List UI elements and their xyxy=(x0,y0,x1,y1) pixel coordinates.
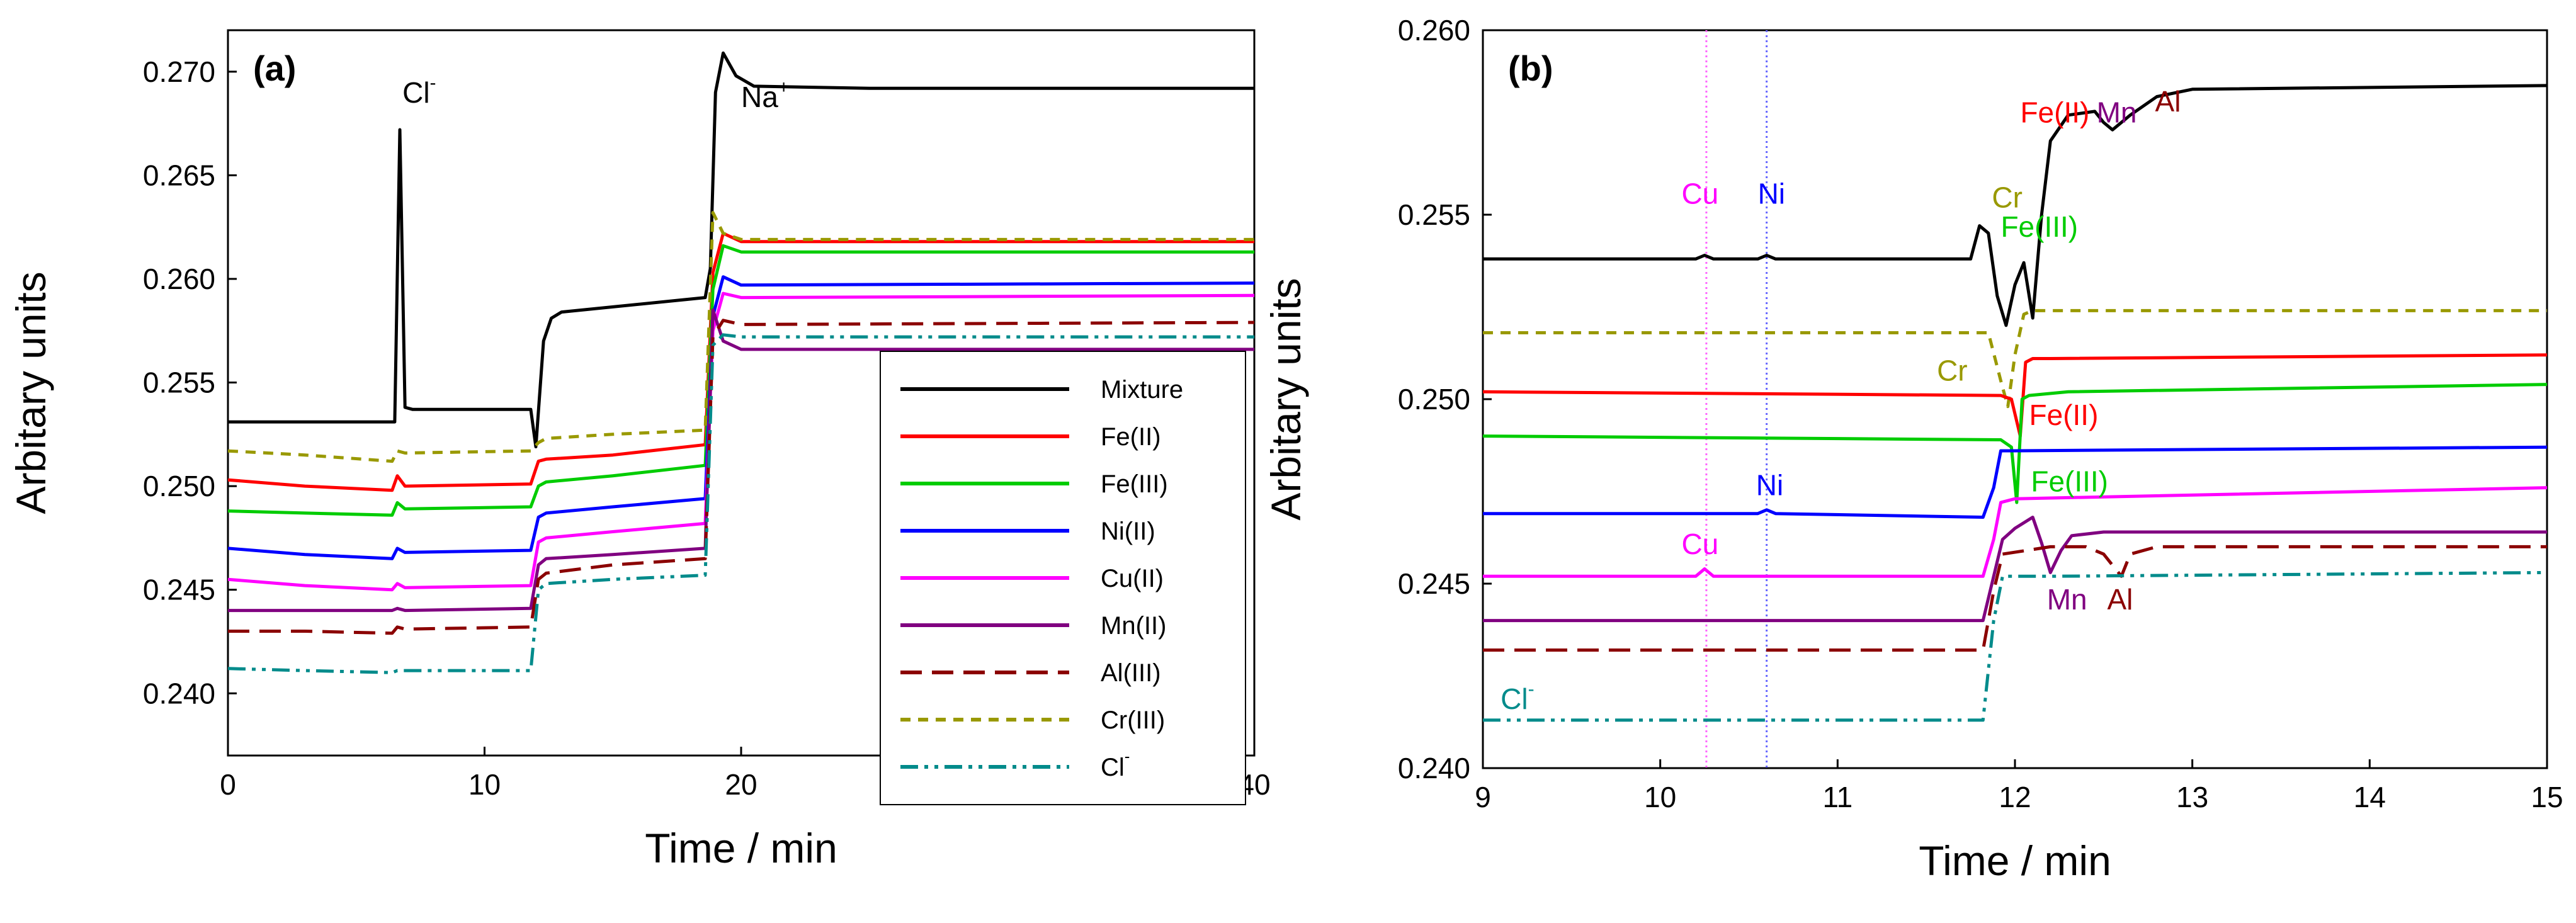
x-tick-label: 15 xyxy=(2531,781,2563,813)
legend-label: Mn(II) xyxy=(1101,612,1166,640)
panel-a: 0102030400.2400.2450.2500.2550.2600.2650… xyxy=(8,29,1271,871)
annotation-label: Cl- xyxy=(1501,679,1534,715)
series-line-al-iii- xyxy=(228,319,1254,635)
annotation-label: Cl- xyxy=(402,72,436,109)
series-line-mixture xyxy=(228,51,1254,449)
x-axis-label: Time / min xyxy=(645,825,837,871)
panel-label: (b) xyxy=(1508,48,1553,88)
x-tick-label: 0 xyxy=(220,768,236,801)
legend-label: Mixture xyxy=(1101,376,1183,404)
series-line-cu-ii- xyxy=(228,292,1254,592)
series-line-fe-iii- xyxy=(228,244,1254,517)
annotation-label: Fe(III) xyxy=(2031,465,2108,498)
y-tick-label: 0.255 xyxy=(1398,198,1470,231)
y-tick-label: 0.245 xyxy=(143,574,215,606)
y-tick-label: 0.245 xyxy=(1398,567,1470,600)
annotation-label: Ni xyxy=(1756,468,1783,501)
x-tick-label: 20 xyxy=(725,768,757,801)
series-line-fe-iii- xyxy=(1483,383,2547,504)
series-line-cr-iii- xyxy=(1483,309,2547,409)
annotation-label: Cu xyxy=(1681,177,1718,210)
legend-label: Fe(II) xyxy=(1101,423,1161,451)
series-line-al-iii- xyxy=(1483,545,2547,652)
legend-label: Cu(II) xyxy=(1101,565,1164,592)
annotation-label: Fe(II) xyxy=(2020,96,2089,129)
y-tick-label: 0.260 xyxy=(143,263,215,295)
x-tick-label: 11 xyxy=(1822,781,1853,813)
annotation-label: Mn xyxy=(2097,96,2137,129)
annotation-label: Cu xyxy=(1681,528,1718,560)
legend-label: Cr(III) xyxy=(1101,706,1165,734)
y-tick-label: 0.240 xyxy=(143,677,215,710)
series-line-cu-ii- xyxy=(1483,486,2547,578)
series-line-ni-ii- xyxy=(228,275,1254,560)
x-axis-label: Time / min xyxy=(1919,837,2111,884)
y-tick-label: 0.240 xyxy=(1398,752,1470,784)
series-line-cl- xyxy=(228,333,1254,674)
series-line-cl- xyxy=(1483,570,2547,722)
x-tick-label: 9 xyxy=(1475,781,1491,813)
annotation-label: Mn xyxy=(2047,583,2087,616)
series-line-ni-ii- xyxy=(1483,445,2547,519)
annotation-label: Na+ xyxy=(741,77,789,113)
y-tick-label: 0.250 xyxy=(1398,383,1470,416)
plot-area xyxy=(1483,30,2547,768)
x-tick-label: 10 xyxy=(1644,781,1676,813)
x-tick-label: 10 xyxy=(468,768,501,801)
legend-label: Ni(II) xyxy=(1101,518,1155,545)
panel-label: (a) xyxy=(253,48,296,88)
series-line-fe-ii- xyxy=(228,232,1254,492)
annotation-label: Cr xyxy=(1937,354,1968,387)
series-line-mn-ii- xyxy=(1483,516,2547,623)
y-axis-label: Arbitary units xyxy=(1262,278,1309,520)
y-tick-label: 0.250 xyxy=(143,470,215,502)
y-tick-label: 0.265 xyxy=(143,159,215,191)
legend-label: Cl- xyxy=(1101,747,1130,781)
series-line-cr-iii- xyxy=(228,211,1254,463)
legend: Mixture Fe(II) Fe(III) Ni(II) Cu(II) Mn(II) Al… xyxy=(880,351,1246,805)
legend-label: Fe(III) xyxy=(1101,470,1168,498)
y-axis-label: Arbitary units xyxy=(8,271,54,514)
x-tick-label: 13 xyxy=(2176,781,2208,813)
x-tick-label: 12 xyxy=(1999,781,2031,813)
plot-frame xyxy=(1482,29,2548,769)
y-tick-label: 0.255 xyxy=(143,366,215,399)
y-tick-label: 0.260 xyxy=(1398,14,1470,47)
y-tick-label: 0.270 xyxy=(143,55,215,88)
plot-area xyxy=(228,51,1254,674)
annotation-label: Cr xyxy=(1992,181,2023,213)
annotation-label: Fe(II) xyxy=(2029,399,2099,431)
annotation-label: Fe(III) xyxy=(2000,210,2078,243)
annotation-label: Al xyxy=(2155,85,2181,118)
annotation-label: Ni xyxy=(1758,177,1785,210)
annotation-label: Al xyxy=(2107,583,2133,616)
series-line-mixture xyxy=(1483,84,2547,327)
panel-b: 9 10 11 12 13 14 15 0.240 0.245 0.250 0.255 0.260 Ti… xyxy=(1262,14,2563,884)
series-line-fe-ii- xyxy=(1483,353,2547,438)
legend-label: Al(III) xyxy=(1101,659,1161,687)
x-tick-label: 14 xyxy=(2354,781,2386,813)
